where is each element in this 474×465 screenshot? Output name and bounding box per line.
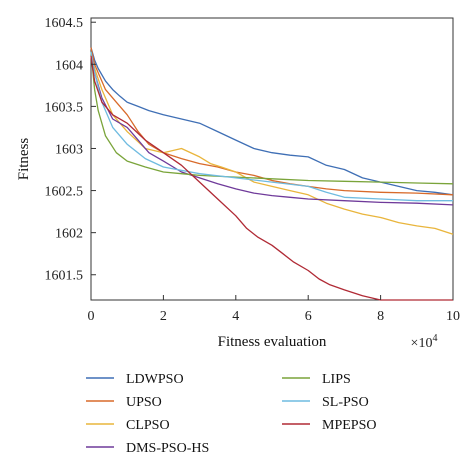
legend-item-5: SL-PSO: [282, 395, 369, 410]
legend-item-4: LIPS: [282, 372, 351, 387]
y-tick-label-5: 1604: [55, 58, 83, 73]
series-line-2: [90, 55, 454, 235]
x-axis-multiplier-base: ×10: [411, 336, 433, 351]
y-tick-label-4: 1603.5: [45, 100, 84, 115]
y-tick-label-3: 1603: [55, 142, 83, 157]
ticks-layer: 0 2 4 6 8 10 1601.5 1602 1602.5 1603 1603.5 1604 160…: [45, 16, 461, 324]
legend: LDWPSO UPSO CLPSO DMS-PSO-HS LIPS SL-PSO MPEPS…: [86, 372, 376, 456]
x-tick-label-2: 4: [232, 309, 239, 324]
x-tick-label-5: 10: [446, 309, 460, 324]
legend-label-4: LIPS: [322, 372, 351, 387]
series-line-0: [90, 47, 454, 196]
plot-frame: [90, 17, 454, 301]
series-line-3: [90, 51, 454, 206]
legend-label-5: SL-PSO: [322, 395, 369, 410]
y-axis-label: Fitness: [16, 138, 32, 181]
series-line-1: [90, 47, 454, 196]
x-tick-label-0: 0: [88, 309, 95, 324]
legend-label-1: UPSO: [126, 395, 162, 410]
legend-label-3: DMS-PSO-HS: [126, 441, 209, 456]
legend-item-3: DMS-PSO-HS: [86, 441, 209, 456]
x-tick-label-4: 8: [377, 309, 384, 324]
legend-label-0: LDWPSO: [126, 372, 184, 387]
y-tick-label-0: 1601.5: [45, 269, 84, 284]
legend-item-0: LDWPSO: [86, 372, 184, 387]
legend-label-2: CLPSO: [126, 418, 170, 433]
x-tick-label-3: 6: [305, 309, 312, 324]
x-axis-multiplier-exponent: 4: [432, 333, 437, 344]
legend-label-6: MPEPSO: [322, 418, 376, 433]
y-tick-label-1: 1602: [55, 227, 83, 242]
series-line-5: [90, 51, 453, 202]
series-line-6: [90, 55, 453, 301]
series-line-4: [90, 51, 454, 185]
x-axis-multiplier: ×104: [411, 333, 438, 351]
y-tick-label-6: 1604.5: [45, 16, 84, 31]
y-tick-label-2: 1602.5: [45, 185, 84, 200]
series-layer: [90, 47, 454, 301]
legend-item-6: MPEPSO: [282, 418, 376, 433]
legend-item-2: CLPSO: [86, 418, 170, 433]
legend-item-1: UPSO: [86, 395, 162, 410]
x-axis-label: Fitness evaluation: [218, 334, 327, 350]
x-tick-label-1: 2: [160, 309, 167, 324]
